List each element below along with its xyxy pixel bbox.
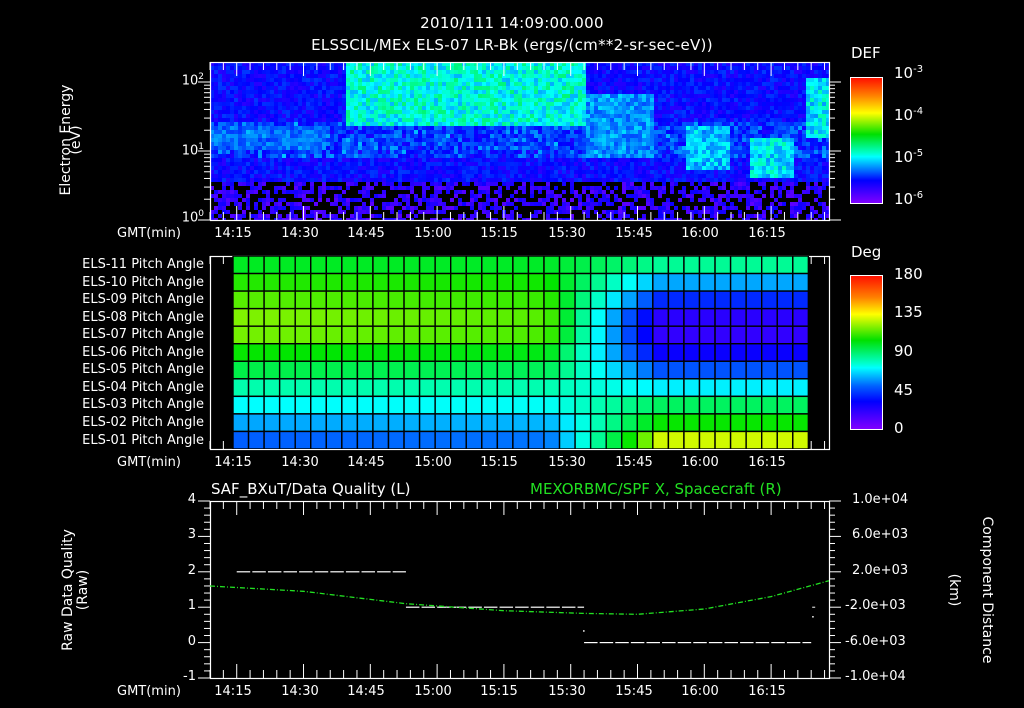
spec-time-tick: 16:00: [681, 226, 719, 241]
spec-ytick-1: 100: [181, 209, 204, 226]
def-tick-1e-6: 10-6: [894, 190, 924, 208]
quality-left-tick: 2: [187, 562, 196, 578]
quality-time-tick: 15:00: [414, 684, 452, 699]
quality-left-tick: 3: [187, 527, 196, 543]
spec-time-tick: 16:15: [748, 226, 786, 241]
quality-time-tick: 14:30: [281, 684, 319, 699]
quality-plot: [210, 571, 829, 644]
quality-time-tick: 15:30: [548, 684, 586, 699]
quality-left-tick: 0: [187, 633, 196, 649]
quality-time-tick: 16:00: [681, 684, 719, 699]
pitch-time-tick: 14:45: [347, 455, 385, 470]
pitch-row-label: ELS-01 Pitch Angle: [82, 432, 204, 448]
time-axis-label-1: GMT(min): [117, 226, 181, 241]
pitch-time-tick: 15:15: [480, 455, 518, 470]
pitch-row-label: ELS-02 Pitch Angle: [82, 414, 204, 430]
deg-colorbar-title: Deg: [851, 243, 882, 261]
spec-time-tick: 15:45: [615, 226, 653, 241]
quality-right-tick: 1.0e+04: [852, 492, 909, 507]
spec-ytick-100: 102: [181, 72, 204, 89]
quality-left-tick: -1: [183, 669, 196, 684]
quality-right-tick: -6.0e+03: [845, 633, 906, 649]
quality-left-tick: 4: [187, 492, 196, 507]
spectrogram-ylabel-units: (eV): [68, 125, 84, 155]
pitch-row-label: ELS-07 Pitch Angle: [82, 327, 204, 343]
spec-time-tick: 14:30: [281, 226, 319, 241]
plot-title: ELSSCIL/MEx ELS-07 LR-Bk (ergs/(cm**2-sr…: [311, 36, 713, 54]
quality-ylabel-right-units: (km): [946, 573, 962, 607]
pitch-row-label: ELS-11 Pitch Angle: [82, 257, 204, 272]
quality-title-left: SAF_BXuT/Data Quality (L): [211, 480, 411, 498]
def-colorbar-title: DEF: [851, 44, 881, 62]
spec-time-tick: 14:45: [347, 226, 385, 241]
time-axis-label-3: GMT(min): [117, 684, 181, 699]
def-tick-1e-5: 10-5: [894, 148, 924, 166]
deg-tick-90: 90: [894, 342, 914, 360]
spec-time-tick: 14:15: [214, 226, 252, 241]
def-colorbar: [850, 77, 883, 204]
quality-right-tick: -2.0e+03: [845, 598, 906, 614]
pitch-angle-panel: [210, 256, 829, 449]
quality-time-tick: 16:15: [748, 684, 786, 699]
quality-right-tick: 2.0e+03: [852, 562, 909, 578]
quality-ylabel-left-units: (Raw): [75, 569, 91, 611]
pitch-time-tick: 15:00: [414, 455, 452, 470]
deg-colorbar: [850, 275, 883, 430]
pitch-row-label: ELS-04 Pitch Angle: [82, 379, 204, 395]
pitch-time-tick: 14:30: [281, 455, 319, 470]
pitch-row-label: ELS-03 Pitch Angle: [82, 397, 204, 413]
quality-time-tick: 14:15: [214, 684, 252, 699]
spec-time-tick: 15:30: [548, 226, 586, 241]
quality-left-tick: 1: [187, 598, 196, 614]
quality-time-tick: 15:45: [615, 684, 653, 699]
def-tick-1e-4: 10-4: [894, 106, 924, 124]
spec-ytick-10: 101: [181, 142, 204, 159]
pitch-row-label: ELS-06 Pitch Angle: [82, 344, 204, 360]
pitch-row-label: ELS-08 Pitch Angle: [82, 309, 204, 325]
pitch-row-label: ELS-09 Pitch Angle: [82, 292, 204, 308]
def-tick-1e-3: 10-3: [894, 64, 924, 82]
quality-time-tick: 14:45: [347, 684, 385, 699]
quality-title-right: MEXORBMC/SPF X, Spacecraft (R): [530, 480, 782, 498]
spec-time-tick: 15:15: [480, 226, 518, 241]
deg-tick-135: 135: [894, 303, 923, 321]
deg-tick-0: 0: [894, 419, 904, 437]
quality-right-tick: -1.0e+04: [845, 669, 906, 684]
pitch-time-tick: 16:15: [748, 455, 786, 470]
quality-right-tick: 6.0e+03: [852, 527, 909, 543]
spectrogram-image: [210, 62, 829, 220]
plot-timestamp: 2010/111 14:09:00.000: [420, 14, 604, 32]
pitch-row-label: ELS-10 Pitch Angle: [82, 274, 204, 290]
pitch-angle-grid: [232, 256, 810, 449]
quality-time-tick: 15:15: [480, 684, 518, 699]
spectrogram-panel: [210, 62, 829, 220]
quality-panel: [210, 501, 829, 678]
pitch-time-tick: 14:15: [214, 455, 252, 470]
pitch-time-tick: 16:00: [681, 455, 719, 470]
pitch-time-tick: 15:45: [615, 455, 653, 470]
deg-tick-180: 180: [894, 265, 923, 283]
spec-time-tick: 15:00: [414, 226, 452, 241]
pitch-row-label: ELS-05 Pitch Angle: [82, 362, 204, 378]
time-axis-label-2: GMT(min): [117, 455, 181, 470]
pitch-time-tick: 15:30: [548, 455, 586, 470]
quality-ylabel-right: Component Distance: [979, 516, 995, 664]
deg-tick-45: 45: [894, 381, 914, 399]
